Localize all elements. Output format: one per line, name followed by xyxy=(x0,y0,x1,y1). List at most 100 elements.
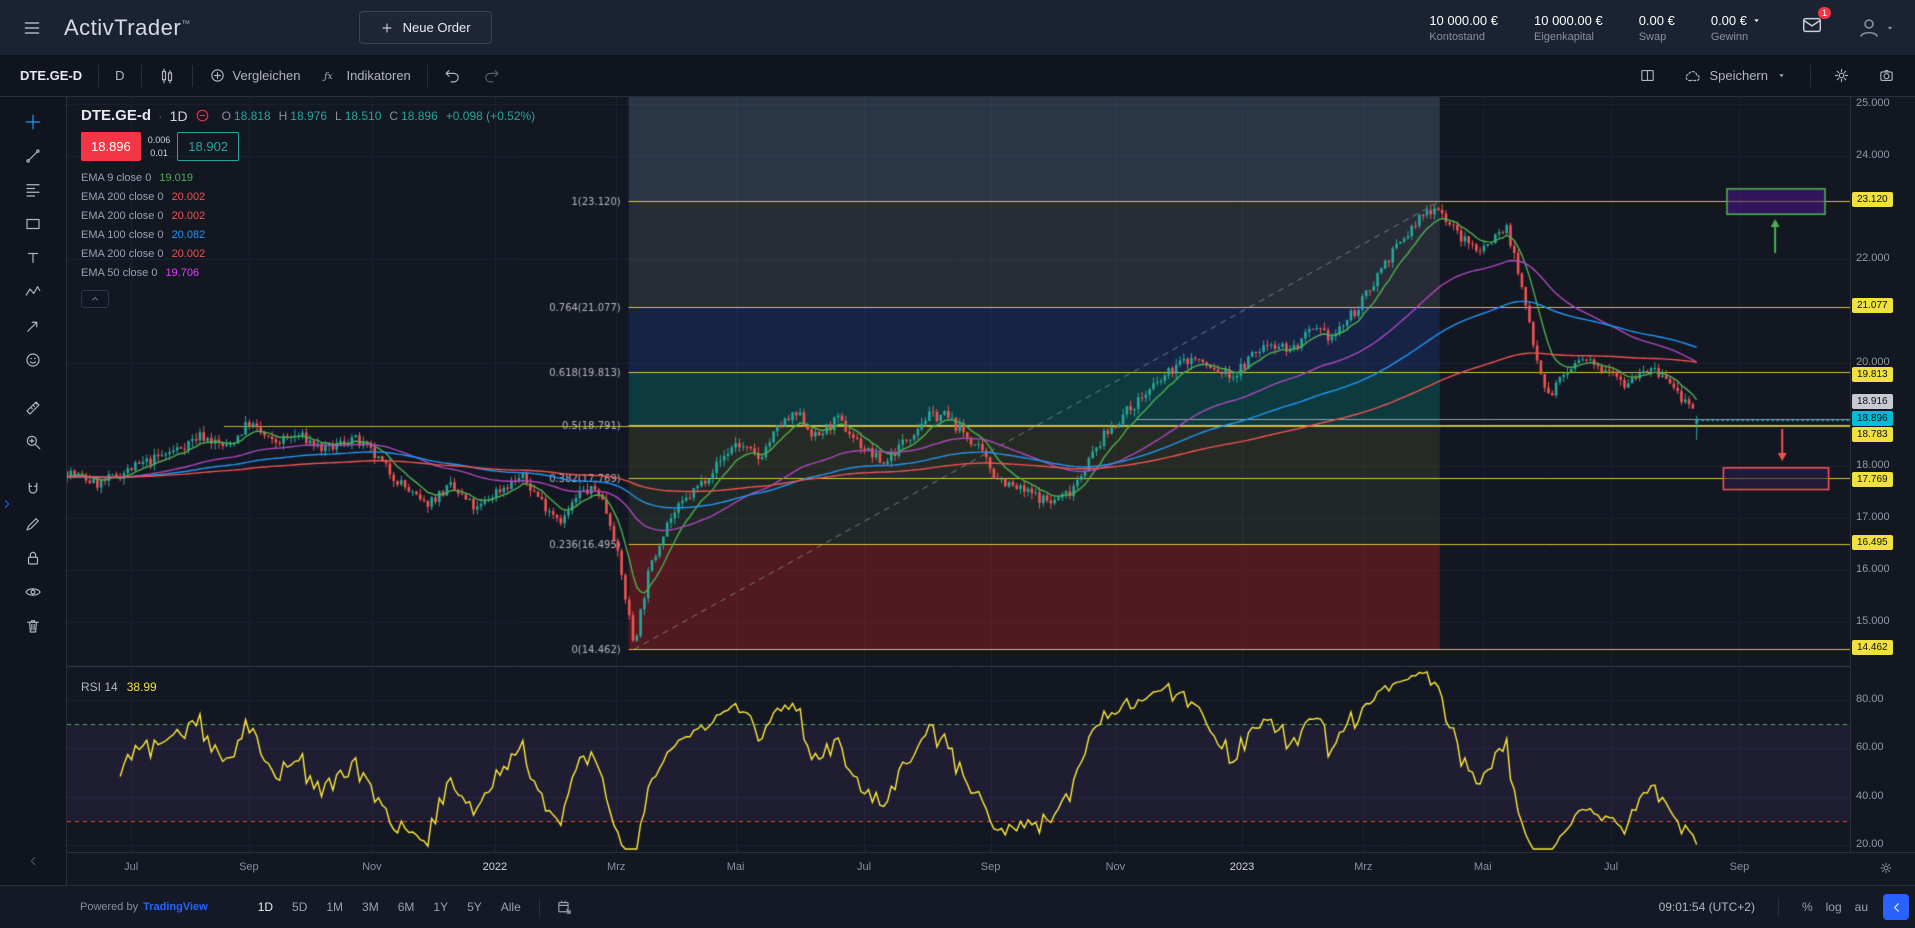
remove-drawings-button[interactable] xyxy=(16,609,50,643)
price-label: 15.000 xyxy=(1856,615,1890,627)
account-stat-eigenkapital: 10 000.00 € Eigenkapital xyxy=(1534,13,1603,43)
range-3m[interactable]: 3M xyxy=(354,896,387,918)
account-stat-kontostand: 10 000.00 €Kontostand xyxy=(1429,13,1498,43)
indicator-row[interactable]: EMA 100 close 020.082 xyxy=(81,229,535,241)
account-value: 10 000.00 € xyxy=(1534,13,1603,28)
range-alle[interactable]: Alle xyxy=(493,896,529,918)
account-stat-gewinn[interactable]: 0.00 €Gewinn xyxy=(1711,13,1763,43)
watchlist-expander[interactable] xyxy=(0,497,14,516)
range-1y[interactable]: 1Y xyxy=(425,896,456,918)
undo-button[interactable] xyxy=(434,61,471,90)
candlestick-icon xyxy=(158,67,176,85)
disconnect-icon[interactable] xyxy=(195,108,210,123)
caret-down-icon xyxy=(1883,21,1897,35)
indicators-button[interactable]: ƒx Indikatoren xyxy=(312,61,420,90)
percent-scale-button[interactable]: % xyxy=(1802,900,1813,914)
symbol-button[interactable]: DTE.GE-D xyxy=(10,62,92,89)
log-scale-button[interactable]: log xyxy=(1826,900,1842,914)
crosshair-icon xyxy=(24,113,42,131)
indicator-row[interactable]: EMA 200 close 020.002 xyxy=(81,210,535,222)
crosshair-tool[interactable] xyxy=(16,105,50,139)
geometric-shapes-tool[interactable] xyxy=(16,207,50,241)
zoom-in-tool[interactable] xyxy=(16,425,50,459)
account-label: Gewinn xyxy=(1711,31,1763,43)
text-tool[interactable] xyxy=(16,241,50,275)
forecast-icon xyxy=(24,317,42,335)
indicator-row[interactable]: EMA 200 close 020.002 xyxy=(81,191,535,203)
sidebar-collapse-button[interactable] xyxy=(26,854,40,873)
level-price-label: 23.120 xyxy=(1852,192,1893,207)
main-menu-button[interactable] xyxy=(18,14,46,42)
caret-down-icon[interactable] xyxy=(1750,14,1763,27)
drawing-mode-button[interactable] xyxy=(16,507,50,541)
spread-values: 0.006 0.01 xyxy=(148,132,171,161)
trend-line-tool[interactable] xyxy=(16,139,50,173)
new-order-button[interactable]: Neue Order xyxy=(359,11,492,44)
layout-button[interactable] xyxy=(1629,61,1666,90)
time-axis[interactable]: JulSepNov2022MrzMaiJulSepNov2023MrzMaiJu… xyxy=(67,852,1915,885)
range-1d[interactable]: 1D xyxy=(250,896,281,918)
text-icon xyxy=(24,249,42,267)
legend-interval[interactable]: 1D xyxy=(170,108,188,124)
hide-drawings-button[interactable] xyxy=(16,575,50,609)
prediction-tool[interactable] xyxy=(16,309,50,343)
fib-retracement-tool[interactable] xyxy=(16,173,50,207)
rsi-scale-label: 20.00 xyxy=(1856,838,1884,850)
time-label: Mrz xyxy=(1354,861,1372,873)
price-label: 17.000 xyxy=(1856,511,1890,523)
indicator-row[interactable]: EMA 50 close 019.706 xyxy=(81,267,535,279)
date-range-buttons: 1D5D1M3M6M1Y5YAlle xyxy=(250,896,529,918)
interval-button[interactable]: D xyxy=(105,62,134,89)
indicator-name: EMA 200 close 0 xyxy=(81,191,164,203)
magnet-mode-button[interactable] xyxy=(16,473,50,507)
notifications-button[interactable]: 1 xyxy=(1801,14,1823,41)
time-label: Jul xyxy=(857,861,871,873)
go-to-date-button[interactable] xyxy=(550,897,579,918)
axis-settings-icon[interactable] xyxy=(1879,861,1893,875)
indicator-row[interactable]: EMA 9 close 019.019 xyxy=(81,172,535,184)
save-button[interactable]: Speichern xyxy=(1674,61,1798,91)
indicator-name: EMA 200 close 0 xyxy=(81,248,164,260)
new-order-label: Neue Order xyxy=(403,20,471,35)
redo-button[interactable] xyxy=(473,61,510,90)
legend-symbol[interactable]: DTE.GE-d xyxy=(81,107,151,124)
range-5d[interactable]: 5D xyxy=(284,896,315,918)
price-label: 16.000 xyxy=(1856,563,1890,575)
measure-tool[interactable] xyxy=(16,391,50,425)
account-menu-button[interactable] xyxy=(1857,16,1897,40)
price-label: 18.000 xyxy=(1856,459,1890,471)
lock-drawings-button[interactable] xyxy=(16,541,50,575)
indicator-row[interactable]: EMA 200 close 020.002 xyxy=(81,248,535,260)
price-scale[interactable]: 25.00024.00022.00020.00018.00017.00016.0… xyxy=(1850,97,1915,852)
rsi-legend: RSI 14 38.99 xyxy=(81,680,157,694)
buy-button[interactable]: 18.902 xyxy=(177,132,239,161)
time-label: 2022 xyxy=(483,861,507,873)
range-6m[interactable]: 6M xyxy=(390,896,423,918)
bottom-toolbar: Powered by TradingView 1D5D1M3M6M1Y5YAll… xyxy=(0,885,1915,928)
clock[interactable]: 09:01:54 (UTC+2) xyxy=(1659,900,1755,914)
snapshot-button[interactable] xyxy=(1868,61,1905,90)
tradingview-link[interactable]: TradingView xyxy=(143,901,208,913)
rsi-scale-label: 40.00 xyxy=(1856,790,1884,802)
high-value: 18.976 xyxy=(290,109,327,123)
close-value: 18.896 xyxy=(401,109,438,123)
level-price-label: 19.813 xyxy=(1852,367,1893,382)
legend-collapse-button[interactable] xyxy=(81,290,109,308)
range-5y[interactable]: 5Y xyxy=(459,896,490,918)
account-label: Eigenkapital xyxy=(1534,31,1603,43)
panel-expander-button[interactable] xyxy=(1883,894,1909,920)
patterns-tool[interactable] xyxy=(16,275,50,309)
range-1m[interactable]: 1M xyxy=(318,896,351,918)
account-value: 10 000.00 € xyxy=(1429,13,1498,28)
chart-settings-button[interactable] xyxy=(1823,61,1860,90)
price-label: 24.000 xyxy=(1856,149,1890,161)
level-price-label: 14.462 xyxy=(1852,640,1893,655)
chart-type-button[interactable] xyxy=(148,61,186,91)
notification-badge: 1 xyxy=(1818,7,1831,19)
sell-button[interactable]: 18.896 xyxy=(81,132,141,161)
toolbar-divider xyxy=(98,65,99,87)
auto-scale-button[interactable]: au xyxy=(1855,900,1868,914)
compare-button[interactable]: Vergleichen xyxy=(199,61,311,90)
emoji-tool[interactable] xyxy=(16,343,50,377)
rsi-name[interactable]: RSI 14 xyxy=(81,680,118,694)
